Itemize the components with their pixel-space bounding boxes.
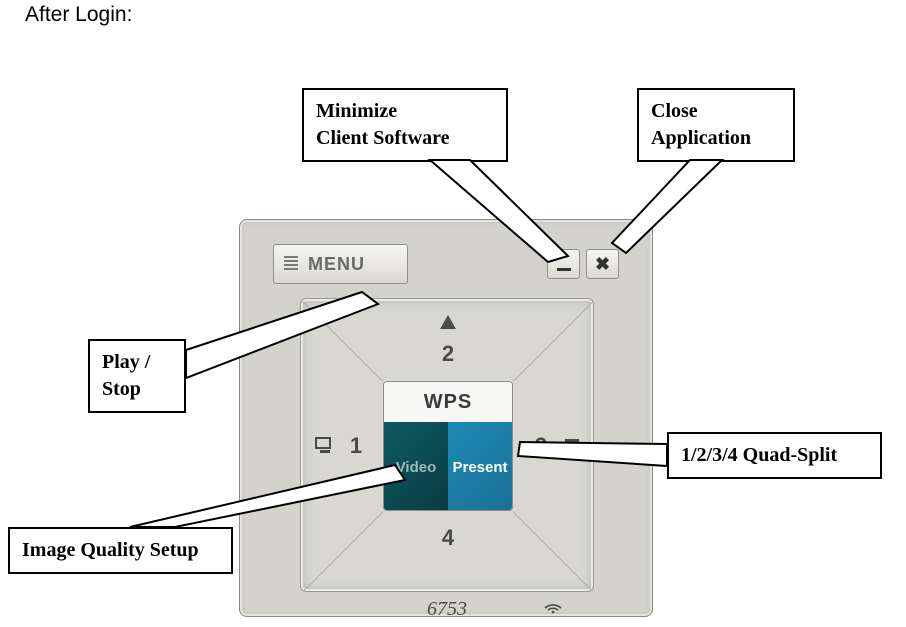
callout-close-line1: Close [651,98,781,125]
callout-quadsplit: 1/2/3/4 Quad-Split [667,432,882,479]
menu-icon [284,256,298,272]
callout-minimize: Minimize Client Software [302,88,508,162]
callout-quadsplit-text: 1/2/3/4 Quad-Split [681,444,837,466]
quad-top-button[interactable]: 2 [433,339,463,369]
callout-imagequality-text: Image Quality Setup [22,539,199,561]
wifi-icon [544,596,562,614]
page-title: After Login: [25,3,132,27]
close-button[interactable]: ✖ [586,249,619,279]
callout-imagequality: Image Quality Setup [8,527,233,574]
client-control-panel: MENU ✖ 2 3 4 1 WPS Video Pres [239,219,653,617]
quad-left-button[interactable]: 1 [341,431,371,461]
quad-right-button[interactable]: 3 [526,431,556,461]
video-label: Video [396,459,437,476]
callout-close-line2: Application [651,125,781,152]
menu-button[interactable]: MENU [273,244,408,284]
center-title: WPS [384,382,512,422]
callout-minimize-line2: Client Software [316,125,494,152]
center-panel: WPS Video Present [383,381,513,511]
monitor-icon [315,437,335,457]
callout-minimize-line1: Minimize [316,98,494,125]
quad-bottom-button[interactable]: 4 [433,523,463,553]
video-tile[interactable]: Video [384,422,448,511]
callout-playstop: Play / Stop [88,339,186,413]
quad-control: 2 3 4 1 WPS Video Present [300,298,594,592]
minimize-button[interactable] [547,249,580,279]
top-bar: MENU ✖ [273,242,619,286]
play-icon [438,315,458,335]
minimize-icon [557,268,571,271]
close-icon: ✖ [595,254,610,275]
present-label: Present [452,459,507,476]
callout-playstop-line1: Play / [102,349,172,376]
present-tile[interactable]: Present [448,422,512,511]
menu-label: MENU [308,254,365,275]
callout-playstop-line2: Stop [102,376,172,403]
stop-icon [565,439,585,459]
callout-close: Close Application [637,88,795,162]
